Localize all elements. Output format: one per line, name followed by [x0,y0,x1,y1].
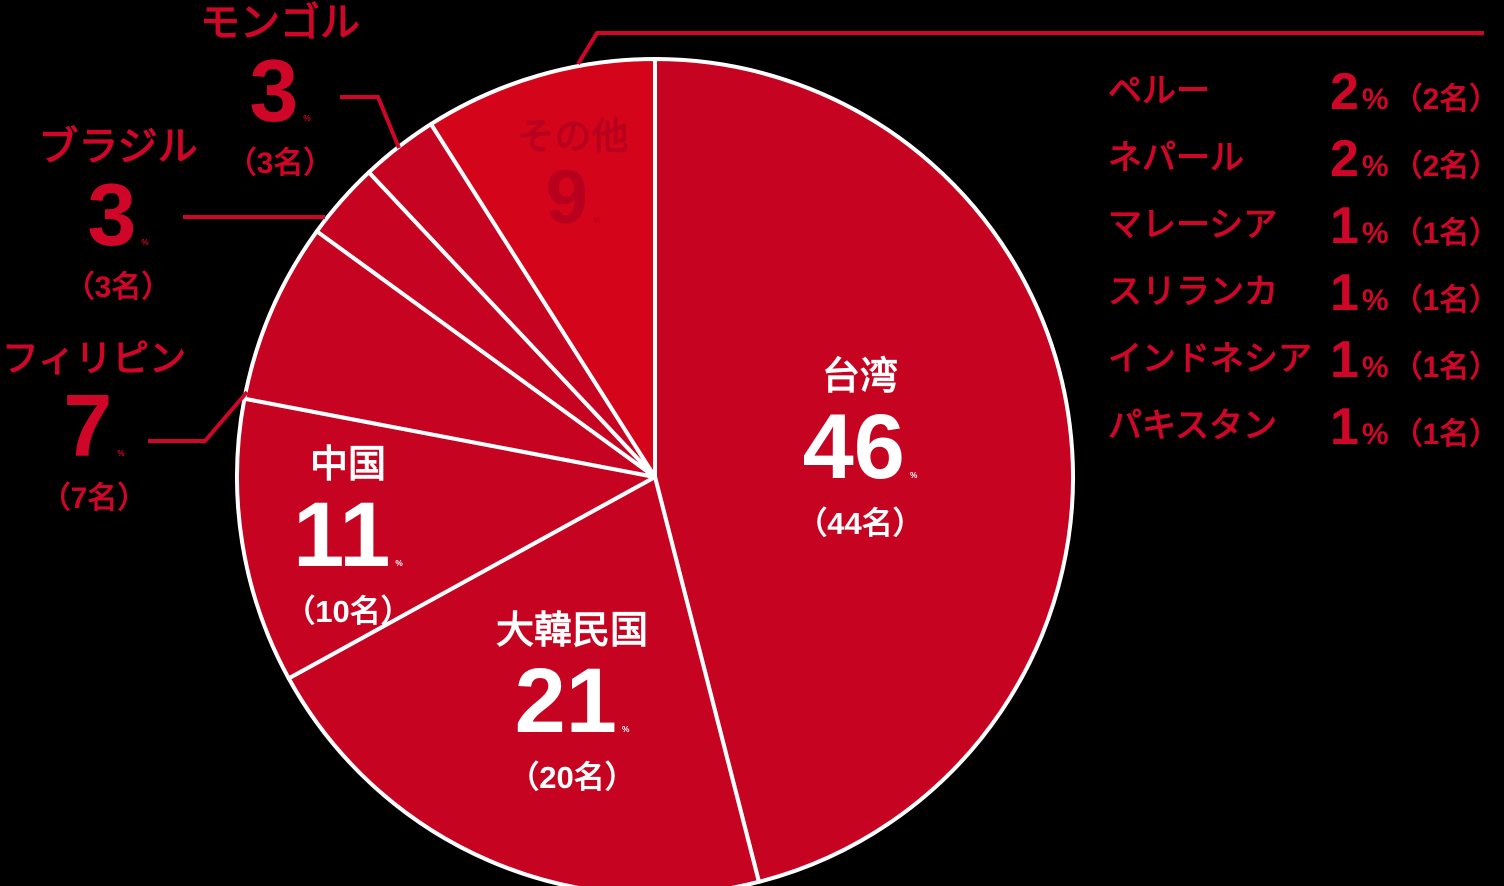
list-item: スリランカ 1% （1名） [1108,259,1500,326]
slice-count: （3名） [226,147,334,181]
pie-slice-korea [286,475,761,886]
slice-count: （3名） [64,271,172,305]
country-label: パキスタン [1108,406,1277,445]
slice-count: （44名） [796,505,924,541]
slice-value: 21% [514,649,630,752]
country-value: 2% （2名） [1330,62,1500,121]
slice-value: 9% [545,154,601,240]
leader-lines-group [148,31,1484,443]
leader-line-others [576,31,1484,66]
country-label: インドネシア [1108,339,1312,378]
country-value: 1% （1名） [1330,330,1500,389]
slice-value: 11% [293,483,403,586]
pie-slice-taiwan [653,57,1075,884]
list-item: ネパール 2% （2名） [1108,125,1500,192]
slice-label-brazil: ブラジル 3% （3名） [38,124,197,306]
pie-slice-china [235,396,657,681]
slice-value: 3% [249,41,311,140]
country-label: ペルー [1108,71,1210,110]
slice-label-china: 中国 11% （10名） [284,444,411,631]
country-value: 1% （1名） [1330,397,1500,456]
slice-count: （10名） [284,593,412,629]
country-value: 2% （2名） [1330,129,1500,188]
others-breakdown-list: ペルー 2% （2名） ネパール 2% （2名） マレーシア 1% （1名） スリラン… [1108,58,1500,460]
list-item: パキスタン 1% （1名） [1108,393,1500,460]
slice-value: 7% [63,375,125,475]
country-value: 1% （1名） [1330,196,1500,255]
slice-name: ブラジル [38,125,198,169]
slice-count: （7名） [40,481,148,515]
slice-label-others: その他 9% [518,116,629,235]
list-item: マレーシア 1% （1名） [1108,192,1500,259]
list-item: ペルー 2% （2名） [1108,58,1500,125]
slice-label-mongolia: モンゴル 3% （3名） [200,0,360,182]
slice-name: 大韓民国 [495,610,649,652]
country-label: ネパール [1108,138,1244,177]
country-label: マレーシア [1108,205,1278,244]
leader-line-philippines [148,390,249,443]
pie-slice-philippines [242,229,657,479]
pie-slice-others [429,57,657,479]
country-value: 1% （1名） [1330,263,1500,322]
slice-label-korea: 大韓民国 21% （20名） [496,610,648,797]
slice-name: フィリピン [1,338,187,379]
slice-label-taiwan: 台湾 46% （44名） [796,356,923,543]
slice-label-philippines: フィリピン 7% （7名） [2,338,186,517]
slice-name: 中国 [309,444,387,486]
slice-name: その他 [517,116,629,157]
slice-value: 46% [802,395,918,498]
list-item: インドネシア 1% （1名） [1108,326,1500,393]
slice-count: （20名） [508,759,636,795]
slice-value: 3% [87,165,149,264]
slice-name: 台湾 [821,356,899,398]
country-label: スリランカ [1108,272,1278,311]
slice-name: モンゴル [200,1,360,45]
leader-line-mongolia [340,95,401,149]
pie-slices-group [235,57,1075,886]
